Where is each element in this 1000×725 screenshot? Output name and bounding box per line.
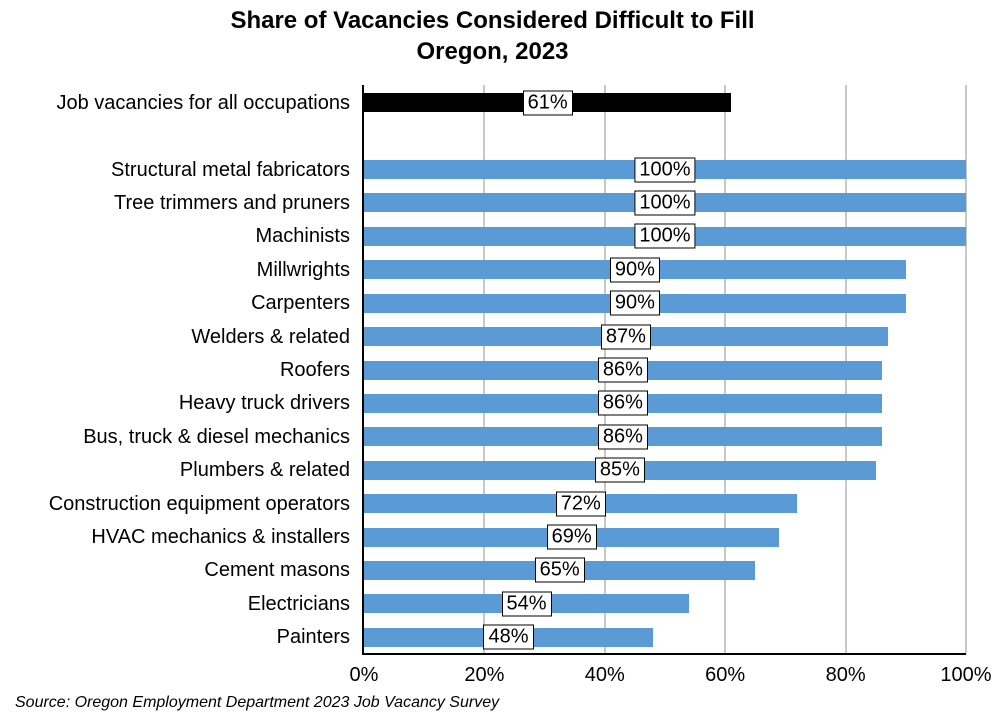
chart-title-line2: Oregon, 2023 (416, 38, 569, 65)
x-tick-label: 0% (349, 664, 379, 686)
category-label: Job vacancies for all occupations (56, 91, 351, 114)
value-label: 72% (555, 491, 606, 517)
x-tick-label: 20% (464, 664, 505, 686)
value-label: 61% (522, 90, 573, 116)
value-label: 48% (483, 624, 534, 650)
category-label: Cement masons (204, 559, 350, 582)
category-label: Carpenters (251, 292, 350, 315)
source-note: Source: Oregon Employment Department 202… (15, 694, 500, 711)
value-label: 100% (634, 157, 696, 183)
x-tick-label: 80% (825, 664, 866, 686)
category-label: Welders & related (191, 325, 350, 348)
value-label: 54% (501, 591, 552, 617)
category-label: Millwrights (256, 258, 350, 281)
value-label: 69% (546, 524, 597, 550)
value-label: 85% (594, 457, 645, 483)
category-label: Tree trimmers and pruners (114, 191, 350, 214)
value-label: 100% (634, 223, 696, 249)
value-label: 86% (597, 390, 648, 416)
y-axis (362, 85, 364, 655)
x-tick-label: 100% (940, 664, 992, 686)
value-label: 86% (597, 357, 648, 383)
category-label: Machinists (255, 225, 350, 248)
category-label: Painters (276, 626, 350, 649)
chart-title-line1: Share of Vacancies Considered Difficult … (230, 7, 755, 34)
x-axis (362, 653, 966, 655)
value-label: 90% (609, 290, 660, 316)
x-tick-label: 60% (705, 664, 746, 686)
category-label: HVAC mechanics & installers (91, 526, 350, 549)
x-tick-label: 40% (584, 664, 625, 686)
category-label: Roofers (279, 359, 350, 381)
gridline (965, 85, 967, 653)
value-label: 86% (597, 424, 648, 450)
category-label: Structural metal fabricators (111, 158, 350, 181)
category-label: Plumbers & related (179, 459, 350, 482)
value-label: 65% (534, 557, 585, 583)
category-label: Heavy truck drivers (178, 392, 350, 415)
category-label: Electricians (247, 592, 350, 615)
value-label: 87% (600, 324, 651, 350)
category-label: Construction equipment operators (48, 492, 350, 515)
value-label: 100% (634, 190, 696, 216)
chart-title: Share of Vacancies Considered Difficult … (0, 5, 985, 67)
category-label: Bus, truck & diesel mechanics (83, 425, 350, 448)
value-label: 90% (609, 257, 660, 283)
